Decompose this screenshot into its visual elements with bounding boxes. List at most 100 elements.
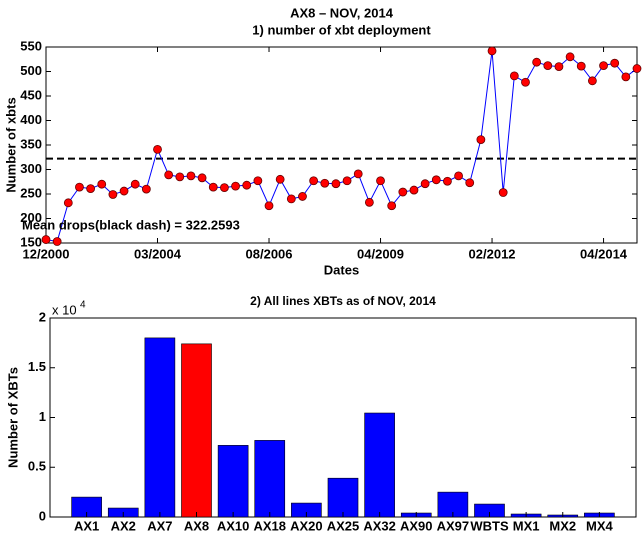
data-point — [476, 135, 486, 145]
data-point — [387, 201, 397, 211]
x-axis-label: Dates — [324, 262, 359, 277]
data-point — [264, 201, 274, 211]
data-point — [197, 173, 207, 183]
data-point — [443, 176, 452, 186]
data-point — [141, 184, 151, 194]
x-tick-label: 04/2014 — [580, 246, 628, 261]
y-tick-label: 300 — [20, 161, 42, 176]
y-multiplier: x 10 — [52, 302, 77, 317]
chart-title: 2) All lines XBTs as of NOV, 2014 — [250, 294, 436, 308]
data-point — [454, 171, 463, 181]
x-tick-label: AX10 — [217, 518, 250, 533]
data-point — [543, 61, 553, 71]
data-point — [63, 198, 73, 208]
x-tick-label: AX18 — [253, 518, 286, 533]
y-tick-label: 250 — [20, 185, 42, 200]
data-point — [376, 176, 385, 186]
data-point — [208, 182, 218, 192]
bar — [327, 477, 359, 518]
data-point — [342, 176, 352, 186]
x-tick-label: AX1 — [74, 518, 99, 533]
data-point — [175, 172, 185, 182]
data-line — [45, 50, 638, 243]
data-point — [621, 72, 631, 82]
data-point — [610, 58, 620, 68]
x-tick-label: AX20 — [290, 518, 323, 533]
y-tick-label: 550 — [20, 38, 42, 53]
data-point — [253, 176, 263, 186]
data-point — [242, 180, 252, 190]
data-point — [521, 77, 530, 87]
data-point — [52, 237, 62, 246]
data-point — [565, 52, 575, 62]
data-point — [86, 184, 96, 194]
y-tick-label: 200 — [20, 210, 42, 225]
data-point — [353, 169, 363, 179]
data-point — [509, 71, 519, 81]
data-point — [108, 190, 118, 199]
data-point — [420, 179, 430, 189]
x-tick-label: AX8 — [184, 518, 209, 533]
data-point — [153, 145, 162, 154]
bar — [254, 440, 286, 518]
data-point — [130, 179, 140, 189]
x-tick-label: AX97 — [437, 518, 470, 533]
annotation: Mean drops(black dash) = 322.2593 — [22, 217, 240, 232]
y-axis-label: Number of xbts — [3, 97, 18, 192]
y-axis-label: Number of XBTs — [5, 367, 20, 468]
x-tick-label: AX2 — [111, 518, 136, 533]
y-tick-label: 1 — [39, 409, 46, 424]
y-tick-label: 500 — [20, 63, 42, 78]
x-tick-label: 02/2012 — [469, 246, 516, 261]
y-tick-label: 350 — [20, 136, 42, 151]
data-point — [231, 181, 240, 191]
data-point — [465, 178, 475, 188]
x-tick-label: AX25 — [327, 518, 360, 533]
x-tick-label: AX90 — [400, 518, 433, 533]
data-point — [498, 188, 508, 197]
data-point — [275, 174, 285, 184]
y-tick-label: 2 — [39, 309, 46, 324]
bar — [144, 337, 176, 518]
data-point — [309, 176, 319, 186]
data-point — [487, 46, 497, 56]
bar — [181, 343, 212, 518]
x-tick-label: AX7 — [147, 518, 172, 533]
chart-title: AX8 – NOV, 2014 — [290, 5, 394, 20]
data-point — [364, 197, 374, 207]
bar — [217, 445, 249, 518]
data-point — [409, 185, 419, 195]
x-tick-label: 04/2009 — [357, 246, 404, 261]
plot-frame — [45, 46, 638, 244]
x-tick-label: AX32 — [363, 518, 396, 533]
y-tick-label: 1.5 — [28, 359, 46, 374]
data-point — [164, 170, 174, 180]
data-point — [41, 235, 51, 244]
y-tick-label: 400 — [20, 112, 42, 127]
x-tick-label: 08/2006 — [246, 246, 293, 261]
y-tick-label: 0 — [39, 508, 46, 523]
data-point — [554, 62, 564, 71]
data-point — [331, 179, 341, 189]
data-point — [632, 64, 642, 73]
data-point — [398, 187, 408, 197]
data-point — [286, 194, 296, 204]
bar — [364, 412, 395, 518]
x-tick-label: MX1 — [513, 518, 540, 533]
chart-subtitle: 1) number of xbt deployment — [252, 22, 431, 37]
data-point — [75, 182, 84, 192]
data-point — [220, 183, 229, 193]
x-tick-label: WBTS — [470, 518, 509, 533]
y-tick-label: 450 — [20, 87, 42, 102]
data-point — [320, 178, 330, 188]
x-tick-label: MX4 — [586, 518, 614, 533]
data-point — [576, 61, 586, 71]
data-point — [532, 57, 542, 67]
data-point — [298, 192, 307, 201]
data-point — [587, 76, 597, 86]
data-point — [119, 186, 129, 196]
data-point — [186, 171, 196, 181]
data-point — [599, 61, 608, 71]
x-tick-label: 12/2000 — [23, 246, 70, 261]
